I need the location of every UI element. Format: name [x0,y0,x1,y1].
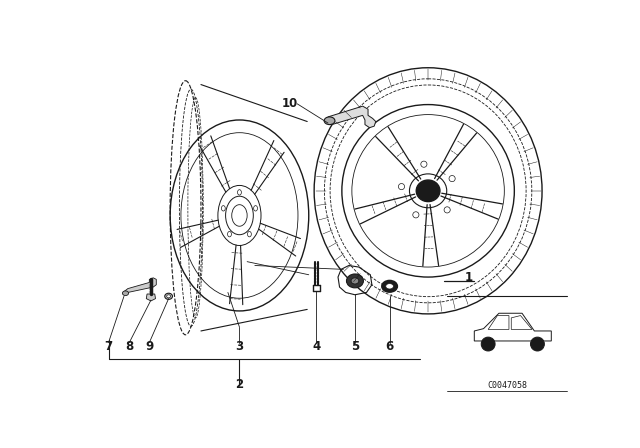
Ellipse shape [324,117,335,125]
Polygon shape [124,278,156,295]
Text: 4: 4 [312,340,321,353]
Ellipse shape [166,295,170,298]
Circle shape [531,337,545,351]
Circle shape [481,337,495,351]
Ellipse shape [346,274,364,288]
Text: 10: 10 [282,97,298,110]
Text: 7: 7 [104,340,113,353]
Ellipse shape [386,284,394,289]
Ellipse shape [416,180,440,202]
Text: 1: 1 [465,271,473,284]
Text: C0047058: C0047058 [487,381,527,390]
Ellipse shape [122,291,129,296]
Polygon shape [328,106,376,128]
Text: 8: 8 [125,340,134,353]
Ellipse shape [351,278,359,284]
Text: 6: 6 [385,340,394,353]
Text: 5: 5 [351,340,359,353]
Text: 3: 3 [236,340,243,353]
Text: 9: 9 [145,340,154,353]
Polygon shape [147,294,156,301]
Ellipse shape [382,280,397,292]
Text: 2: 2 [236,379,243,392]
Ellipse shape [164,293,172,299]
